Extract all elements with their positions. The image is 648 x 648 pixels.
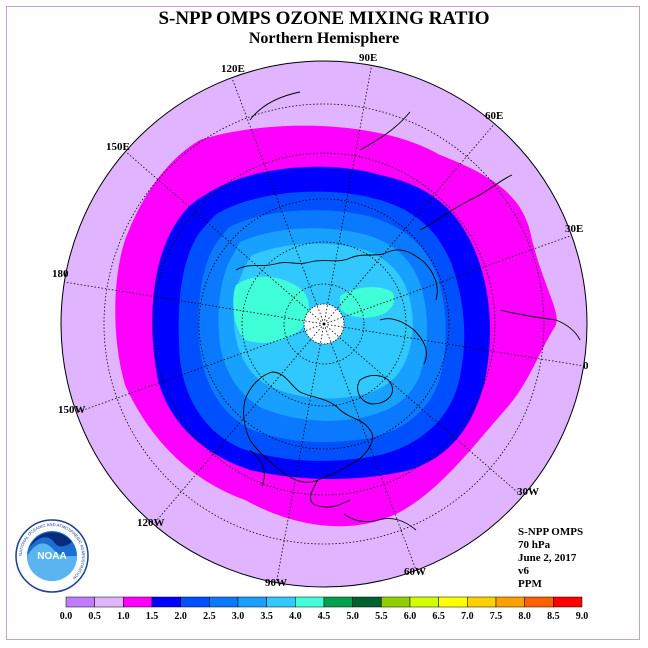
polar-cap-outline — [303, 303, 345, 345]
colorbar-tick-labels: 0.0 0.5 1.0 1.5 2.0 2.5 3.0 3.5 4.0 4.5 5.0 5.5 6.0 6… — [60, 611, 589, 622]
coastlines — [235, 91, 581, 531]
colorbar-swatch — [180, 596, 210, 608]
colorbar-swatch — [237, 596, 267, 608]
info-instrument: S-NPP OMPS — [518, 526, 584, 538]
colorbar-swatch — [553, 596, 583, 608]
colorbar-tick-label: 7.0 — [461, 611, 474, 622]
page-title: S-NPP OMPS OZONE MIXING RATIO — [158, 8, 490, 29]
colorbar-tick-label: 0.5 — [88, 611, 101, 622]
colorbar-tick-label: 5.0 — [346, 611, 359, 622]
info-level: 70 hPa — [518, 539, 551, 551]
colorbar-swatch — [151, 596, 181, 608]
colorbar-tick-label: 4.5 — [318, 611, 331, 622]
noaa-logo-text: NOAA — [37, 551, 66, 562]
colorbar-tick-label: 9.0 — [576, 611, 589, 622]
lon-label-150w: 150W — [58, 404, 86, 416]
lon-label-90w: 90W — [265, 577, 287, 589]
colorbar-tick-label: 7.5 — [490, 611, 503, 622]
colorbar-tick-label: 8.5 — [547, 611, 560, 622]
colorbar-tick-label: 6.5 — [432, 611, 445, 622]
info-block: S-NPP OMPS 70 hPa June 2, 2017 v6 PPM — [518, 526, 583, 591]
colorbar-swatch — [495, 596, 525, 608]
colorbar-swatch — [467, 596, 497, 608]
colorbar-tick-label: 8.0 — [518, 611, 531, 622]
colorbar-swatch — [266, 596, 296, 608]
colorbar-swatch — [409, 596, 439, 608]
lon-label-30e: 30E — [565, 223, 584, 235]
page-subtitle: Northern Hemisphere — [248, 30, 400, 47]
colorbar-tick-label: 2.5 — [203, 611, 216, 622]
noaa-logo: NOAA NATIONAL OCEANIC AND ATMOSPHERIC AD… — [15, 519, 89, 593]
colorbar-tick-label: 5.5 — [375, 611, 388, 622]
figure-frame — [6, 6, 640, 640]
colorbar-tick-label: 1.5 — [146, 611, 159, 622]
colorbar-tick-label: 2.0 — [174, 611, 187, 622]
colorbar-tick-label: 4.0 — [289, 611, 302, 622]
map-boundary — [60, 60, 588, 588]
lon-label-150e: 150E — [106, 141, 130, 153]
colorbar-swatches — [65, 596, 583, 608]
lon-label-180: 180 — [52, 268, 69, 280]
colorbar-swatch — [123, 596, 153, 608]
colorbar-swatch — [94, 596, 124, 608]
colorbar-swatch — [352, 596, 382, 608]
info-version: v6 — [518, 565, 529, 577]
info-units: PPM — [518, 578, 542, 590]
colorbar-tick-label: 6.0 — [404, 611, 417, 622]
band-4-0-to-4-5-east — [340, 287, 395, 318]
lon-label-60w: 60W — [404, 566, 426, 578]
colorbar-swatch — [438, 596, 468, 608]
colorbar-swatch — [65, 596, 95, 608]
colorbar-swatch — [295, 596, 325, 608]
lon-label-120e: 120E — [221, 63, 245, 75]
colorbar-swatch — [524, 596, 554, 608]
colorbar-swatch — [381, 596, 411, 608]
colorbar-swatch — [209, 596, 239, 608]
band-4-0-to-4-5-west — [233, 276, 309, 343]
graticule — [63, 62, 585, 586]
colorbar-tick-label: 1.0 — [117, 611, 130, 622]
info-date: June 2, 2017 — [518, 552, 577, 564]
lon-label-30w: 30W — [517, 486, 539, 498]
colorbar-tick-label: 0.0 — [60, 611, 73, 622]
lon-label-0: 0 — [583, 360, 589, 372]
lon-label-120w: 120W — [137, 517, 165, 529]
colorbar-tick-label: 3.0 — [232, 611, 245, 622]
colorbar-swatch — [323, 596, 353, 608]
lon-label-90e: 90E — [359, 52, 378, 64]
colorbar-tick-label: 3.5 — [260, 611, 273, 622]
lon-label-60e: 60E — [485, 110, 504, 122]
